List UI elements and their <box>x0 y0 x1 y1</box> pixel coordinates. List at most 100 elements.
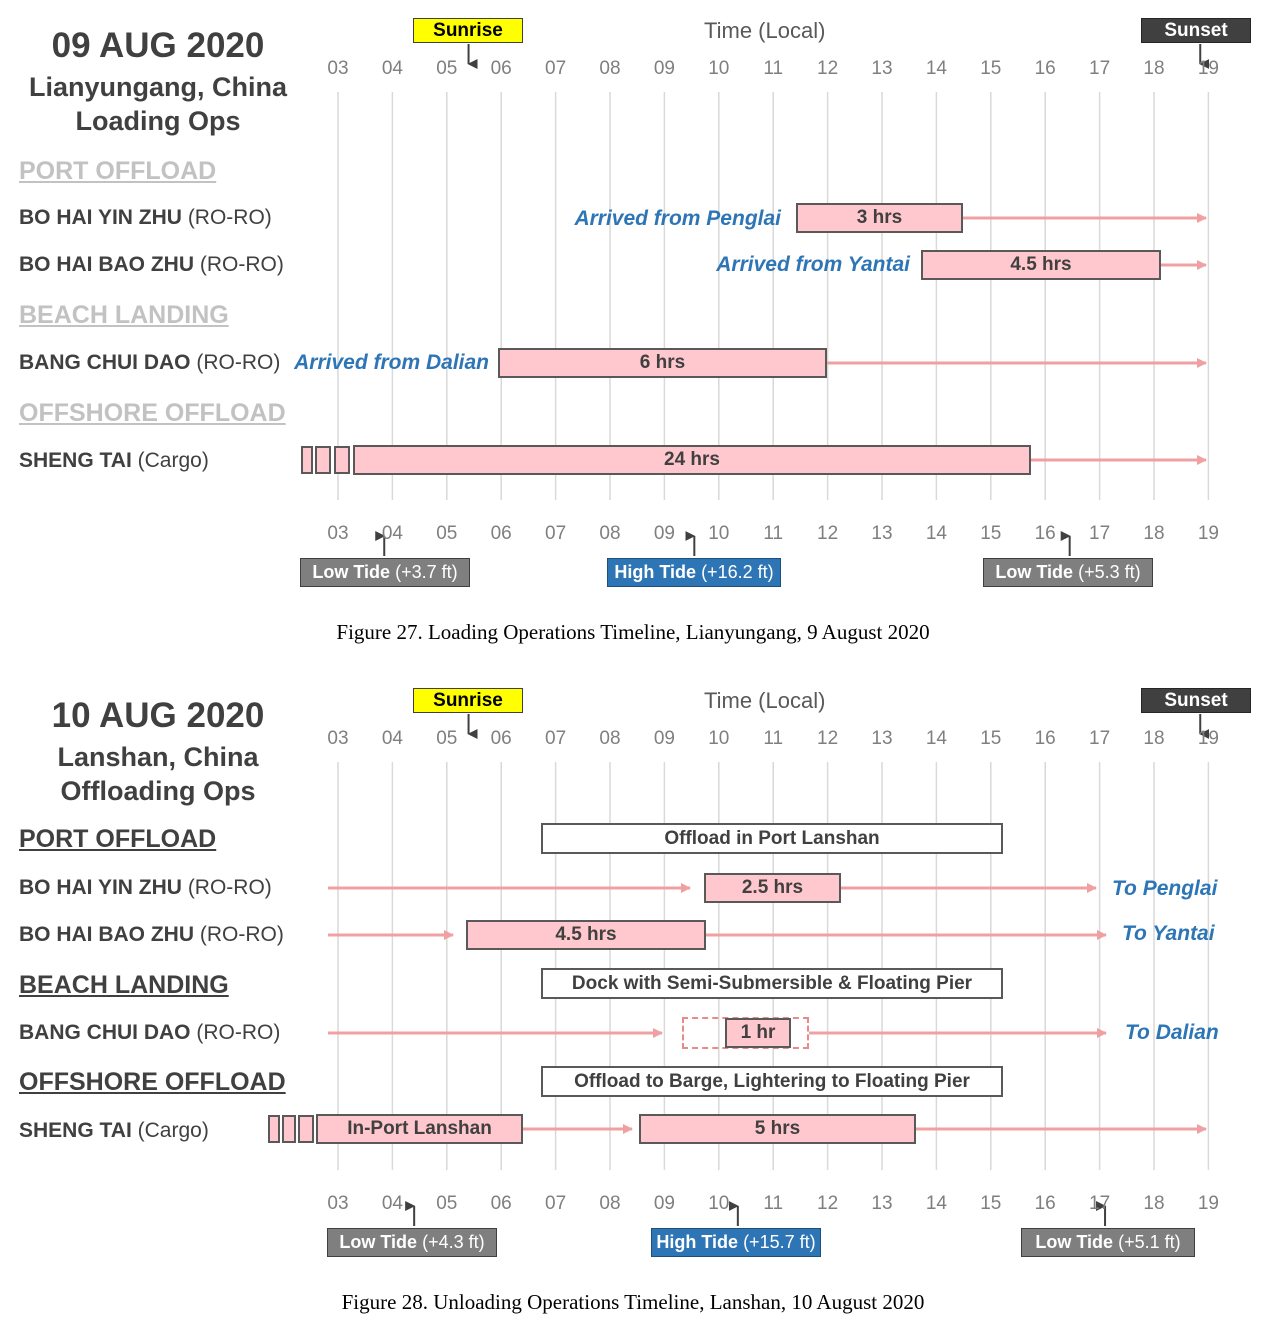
hour-tick-label: 17 <box>1089 1193 1111 1214</box>
hour-tick-label: 05 <box>436 58 458 79</box>
hour-tick-label: 04 <box>381 1193 403 1214</box>
hour-tick-label: 17 <box>1089 58 1111 79</box>
hour-tick-label: 16 <box>1034 1193 1056 1214</box>
hour-tick-label: 16 <box>1034 523 1056 544</box>
hour-tick-label: 13 <box>871 58 893 79</box>
continuation-block <box>301 446 313 474</box>
duration-bar-sheng-tai: 5 hrs <box>639 1114 916 1144</box>
hour-tick-label: 05 <box>436 728 458 749</box>
phase-box-offload-in-port: Offload in Port Lanshan <box>541 823 1003 854</box>
hour-tick-label: 17 <box>1089 728 1111 749</box>
duration-bar-bo-hai-yin-zhu: 3 hrs <box>796 203 963 233</box>
destination-note-yantai: To Yantai <box>1122 922 1215 945</box>
figure-caption: Figure 28. Unloading Operations Timeline… <box>341 1290 925 1314</box>
duration-bar-bo-hai-yin-zhu: 2.5 hrs <box>704 873 841 903</box>
hour-tick-label: 11 <box>763 58 784 79</box>
hour-tick-label: 11 <box>763 523 784 544</box>
hour-tick-label: 03 <box>327 1193 349 1214</box>
continuation-block <box>334 446 350 474</box>
hour-tick-label: 18 <box>1143 728 1165 749</box>
hour-tick-label: 13 <box>871 523 893 544</box>
hour-tick-label: 03 <box>327 523 349 544</box>
hour-tick-label: 10 <box>708 728 730 749</box>
hour-tick-label: 11 <box>763 1193 784 1214</box>
figure-location: Lianyungang, China <box>28 72 287 102</box>
hour-tick-label: 17 <box>1089 523 1111 544</box>
hour-tick-label: 07 <box>545 1193 567 1214</box>
duration-bar-bang-chui-dao: 6 hrs <box>498 348 827 378</box>
low-tide-badge: Low Tide (+5.1 ft) <box>1021 1228 1195 1257</box>
hour-tick-label: 14 <box>925 1193 947 1214</box>
figure-caption: Figure 27. Loading Operations Timeline, … <box>336 620 930 644</box>
hour-tick-label: 03 <box>327 728 349 749</box>
arrival-note-penglai: Arrived from Penglai <box>574 207 781 230</box>
hour-tick-label: 15 <box>980 58 1002 79</box>
hour-tick-label: 15 <box>980 1193 1002 1214</box>
low-tide-badge: Low Tide (+4.3 ft) <box>327 1228 497 1257</box>
hour-tick-label: 10 <box>708 523 730 544</box>
hour-tick-label: 19 <box>1197 523 1219 544</box>
ship-label-bo-hai-bao-zhu: BO HAI BAO ZHU (RO-RO) <box>19 923 284 946</box>
phase-box-dock-semi-submersible: Dock with Semi-Submersible & Floating Pi… <box>541 968 1003 999</box>
hour-tick-label: 09 <box>653 523 675 544</box>
low-tide-badge: Low Tide (+5.3 ft) <box>983 558 1153 587</box>
hour-tick-label: 09 <box>653 1193 675 1214</box>
hour-tick-label: 19 <box>1197 58 1219 79</box>
ship-label-bang-chui-dao: BANG CHUI DAO (RO-RO) <box>19 1021 281 1044</box>
continuation-block <box>282 1115 296 1143</box>
hour-tick-label: 08 <box>599 1193 621 1214</box>
hour-tick-label: 05 <box>436 1193 458 1214</box>
continuation-block <box>268 1115 280 1143</box>
hour-tick-label: 19 <box>1197 728 1219 749</box>
hour-tick-label: 15 <box>980 523 1002 544</box>
figure-ops-type: Offloading Ops <box>60 776 256 806</box>
hour-tick-label: 13 <box>871 1193 893 1214</box>
hour-tick-label: 10 <box>708 58 730 79</box>
hour-tick-label: 08 <box>599 728 621 749</box>
hour-tick-label: 12 <box>817 728 839 749</box>
figure-27-loading-timeline: 09 AUG 2020 Lianyungang, China Loading O… <box>0 0 1266 660</box>
sunrise-marker: Sunrise <box>413 18 523 43</box>
hour-tick-label: 09 <box>653 728 675 749</box>
hour-tick-label: 06 <box>490 728 512 749</box>
hour-tick-label: 06 <box>490 1193 512 1214</box>
hour-tick-label: 04 <box>381 58 403 79</box>
continuation-block <box>298 1115 314 1143</box>
low-tide-badge: Low Tide (+3.7 ft) <box>300 558 470 587</box>
sun-tide-pointer-arrows <box>405 714 1210 1226</box>
ship-label-bang-chui-dao: BANG CHUI DAO (RO-RO) <box>19 351 281 374</box>
hour-tick-label: 05 <box>436 523 458 544</box>
hour-gridlines <box>337 92 1210 500</box>
phase-box-offload-to-barge: Offload to Barge, Lightering to Floating… <box>541 1066 1003 1097</box>
ship-label-bo-hai-yin-zhu: BO HAI YIN ZHU (RO-RO) <box>19 206 272 229</box>
hour-tick-label: 07 <box>545 523 567 544</box>
destination-note-penglai: To Penglai <box>1112 877 1218 900</box>
hour-tick-label: 19 <box>1197 1193 1219 1214</box>
hour-tick-label: 06 <box>490 58 512 79</box>
hour-tick-label: 11 <box>763 728 784 749</box>
hour-tick-label: 14 <box>925 728 947 749</box>
timeline-arrows <box>328 883 1207 1134</box>
category-offshore-offload: OFFSHORE OFFLOAD <box>19 399 286 427</box>
high-tide-badge: High Tide (+16.2 ft) <box>607 558 781 587</box>
hour-tick-label: 04 <box>381 728 403 749</box>
in-port-bar-sheng-tai: In-Port Lanshan <box>316 1114 523 1144</box>
category-beach-landing: BEACH LANDING <box>19 971 229 999</box>
hour-tick-label: 14 <box>925 523 947 544</box>
timeline-arrows <box>827 213 1207 465</box>
destination-note-dalian: To Dalian <box>1125 1021 1219 1044</box>
figure-27-graphics <box>337 44 1210 556</box>
hour-tick-label: 18 <box>1143 58 1165 79</box>
duration-bar-bo-hai-bao-zhu: 4.5 hrs <box>921 250 1161 280</box>
hour-tick-label: 04 <box>381 523 403 544</box>
hour-tick-label: 12 <box>817 523 839 544</box>
duration-bar-bo-hai-bao-zhu: 4.5 hrs <box>466 920 706 950</box>
hour-tick-label: 12 <box>817 58 839 79</box>
sunset-marker: Sunset <box>1141 688 1251 713</box>
sunrise-marker: Sunrise <box>413 688 523 713</box>
figure-location: Lanshan, China <box>57 742 259 772</box>
hour-tick-label: 15 <box>980 728 1002 749</box>
hour-tick-label: 07 <box>545 58 567 79</box>
figure-28-unloading-timeline: 10 AUG 2020 Lanshan, China Offloading Op… <box>0 670 1266 1328</box>
sunset-marker: Sunset <box>1141 18 1251 43</box>
